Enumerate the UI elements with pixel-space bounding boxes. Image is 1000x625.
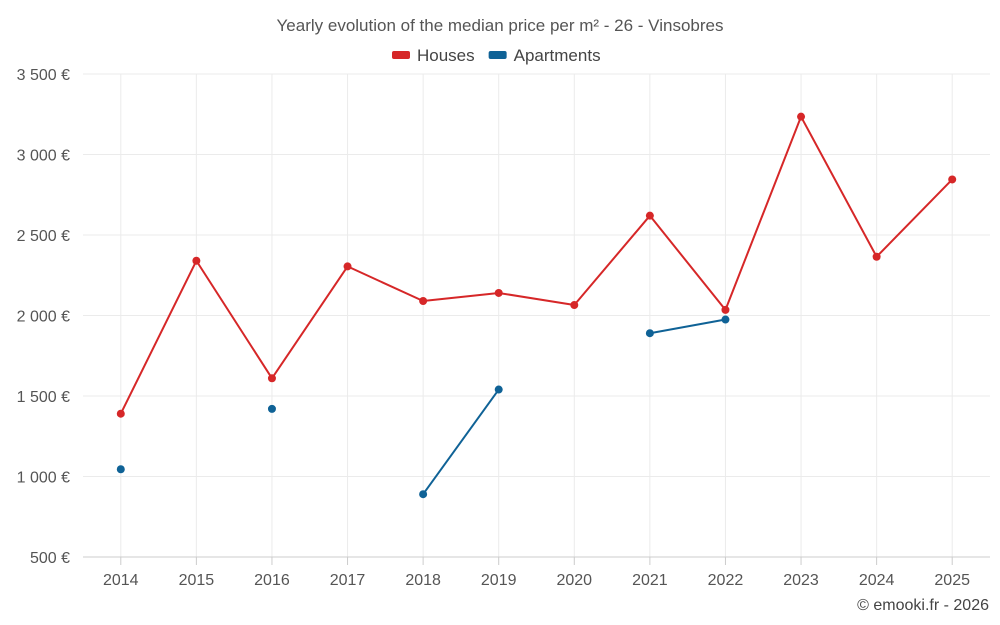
series-line-apartments [422,388,500,495]
x-axis: 2014 2015 2016 2017 2018 2019 2020 2021 2022 2023… [83,556,990,589]
legend-label: Houses [417,46,475,65]
y-tick-label: 1 500 € [17,389,70,406]
data-point-apartments-2018[interactable] [419,490,428,499]
grid [83,73,990,557]
series-apartments [116,315,730,499]
credit: © emooki.fr - 2026 [857,597,989,614]
y-tick-label: 500 € [30,550,70,567]
data-point-houses-2023[interactable] [797,112,806,121]
data-point-apartments-2019[interactable] [494,385,503,394]
x-tick-label: 2021 [632,572,668,589]
legend-item-apartments[interactable]: Apartments [488,46,601,65]
x-tick-label: 2025 [934,572,970,589]
y-tick-label: 3 500 € [17,67,70,84]
legend-item-houses[interactable]: Houses [392,46,475,65]
legend-swatch [488,51,507,59]
x-tick-label: 2024 [859,572,895,589]
x-tick-label: 2017 [330,572,366,589]
x-tick-label: 2023 [783,572,819,589]
x-tick-label: 2018 [405,572,441,589]
data-point-apartments-2016[interactable] [267,404,276,413]
y-tick-label: 2 000 € [17,309,70,326]
data-point-houses-2016[interactable] [267,374,276,383]
data-point-apartments-2021[interactable] [645,329,654,338]
data-point-houses-2020[interactable] [570,301,579,310]
data-point-houses-2019[interactable] [494,288,503,297]
x-tick-label: 2016 [254,572,290,589]
x-tick-label: 2019 [481,572,517,589]
series-group [116,112,957,499]
y-tick-label: 3 000 € [17,148,70,165]
data-point-houses-2014[interactable] [116,409,125,418]
series-houses [116,112,957,418]
data-point-houses-2022[interactable] [721,305,730,314]
x-tick-label: 2022 [708,572,744,589]
series-line-houses [119,115,953,415]
series-line-apartments [649,318,726,335]
legend: Houses Apartments [392,46,601,65]
data-point-houses-2021[interactable] [645,211,654,220]
data-point-houses-2018[interactable] [419,297,428,306]
chart-title: Yearly evolution of the median price per… [277,16,724,35]
data-point-houses-2024[interactable] [872,252,881,261]
x-tick-label: 2015 [179,572,215,589]
y-axis: 500 € 1 000 € 1 500 € 2 000 € 2 500 € 3 000 €… [17,67,70,567]
y-tick-label: 1 000 € [17,470,70,487]
y-tick-label: 2 500 € [17,228,70,245]
data-point-houses-2015[interactable] [192,256,201,265]
x-tick-label: 2014 [103,572,139,589]
legend-label: Apartments [514,46,601,65]
data-point-houses-2025[interactable] [948,175,957,184]
x-tick-label: 2020 [556,572,592,589]
data-point-houses-2017[interactable] [343,262,352,271]
data-point-apartments-2014[interactable] [116,465,125,474]
data-point-apartments-2022[interactable] [721,315,730,324]
legend-swatch [392,51,410,59]
